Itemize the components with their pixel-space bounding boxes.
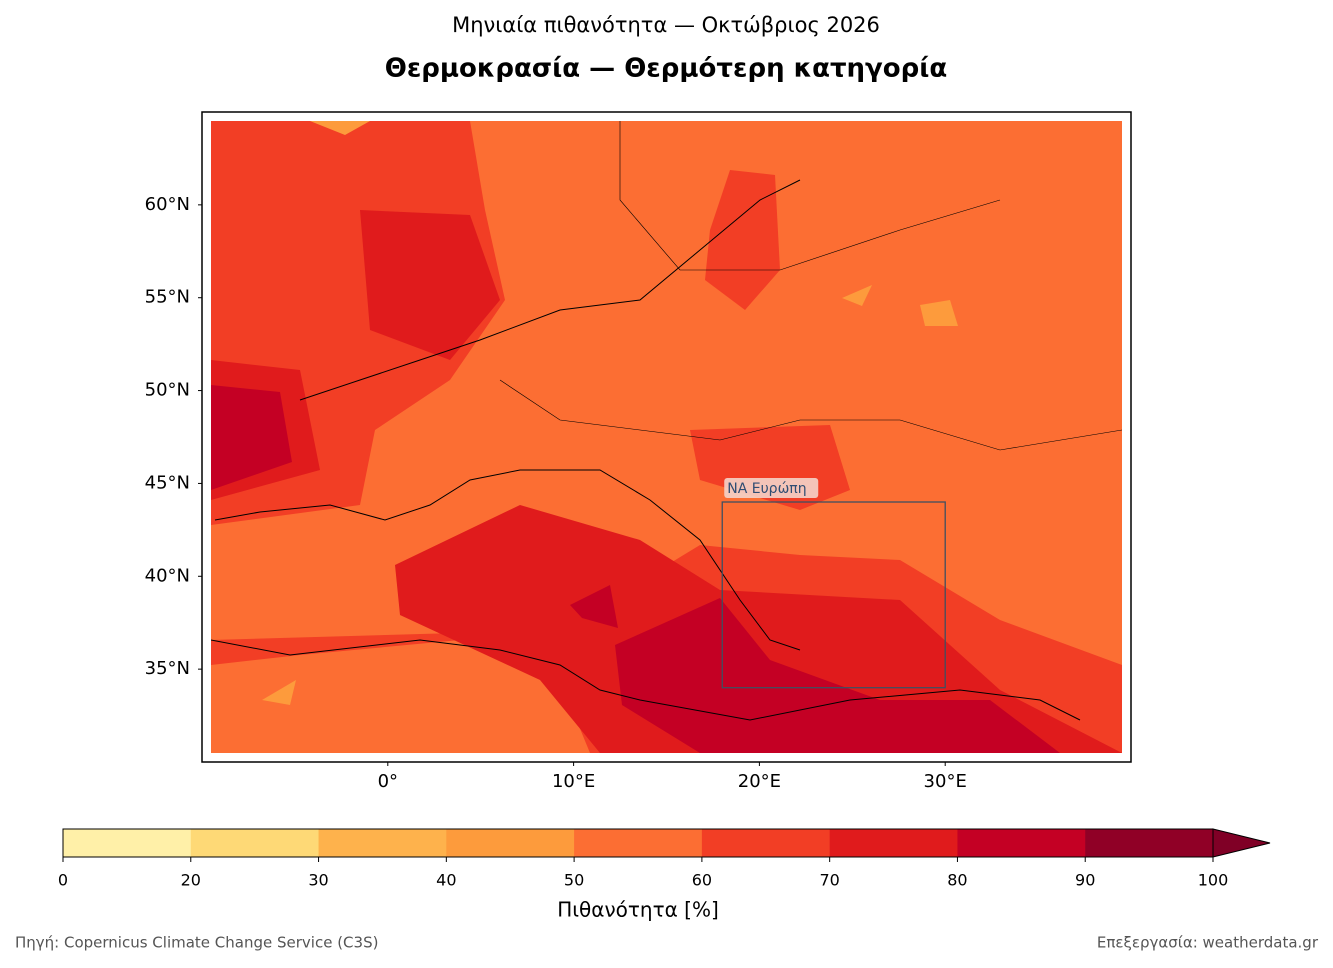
lat-tick-label: 45°N: [145, 472, 190, 493]
lat-tick-label: 35°N: [145, 658, 190, 679]
lat-tick-label: 60°N: [145, 194, 190, 215]
colorbar-tick-label: 40: [436, 871, 456, 890]
colorbar-segment: [1085, 829, 1214, 857]
lon-tick-label: 30°E: [924, 771, 967, 792]
title: Μηνιαία πιθανότητα — Οκτώβριος 2026: [452, 13, 880, 37]
colorbar-tick-label: 20: [181, 871, 201, 890]
colorbar-extension: [1212, 828, 1271, 858]
colorbar-tick-label: 90: [1075, 871, 1095, 890]
colorbar-segment: [701, 829, 831, 857]
colorbar-segment: [957, 829, 1086, 857]
colorbar-segment: [446, 829, 575, 857]
lat-tick-label: 55°N: [145, 287, 190, 308]
colorbar-segment: [829, 829, 958, 857]
lat-tick-label: 40°N: [145, 565, 190, 586]
colorbar-segment: [318, 829, 447, 857]
credit: Επεξεργασία: weatherdata.gr: [1097, 934, 1319, 952]
lat-tick-label: 50°N: [145, 380, 190, 401]
lon-tick-label: 20°E: [738, 771, 781, 792]
region-label: ΝΑ Ευρώπη: [727, 481, 806, 497]
colorbar-tick-label: 0: [58, 871, 68, 890]
source: Πηγή: Copernicus Climate Change Service …: [15, 934, 378, 952]
lon-tick-label: 0°: [378, 771, 398, 792]
colorbar-segment: [574, 829, 703, 857]
axes: 35°N 40°N 45°N 50°N 55°N 60°N 0° 10°E 20°E 30°E ΝΑ…: [145, 194, 967, 792]
colorbar-frame: [62, 828, 1214, 858]
colorbar-segment: [190, 829, 320, 857]
colorbar-tick-label: 60: [692, 871, 712, 890]
colorbar-tick-label: 50: [564, 871, 584, 890]
map-frame: [201, 111, 1132, 763]
probability-field: [211, 121, 1122, 753]
colorbar-segment: [63, 829, 192, 857]
region-box: [721, 501, 946, 689]
colorbar-tick-label: 80: [947, 871, 967, 890]
region-label-bg: [724, 478, 819, 498]
colorbar: 0 20 30 40 50 60 70 80 90 100: [58, 828, 1271, 890]
lon-tick-label: 10°E: [552, 771, 595, 792]
colorbar-label: Πιθανότητα [%]: [557, 898, 719, 922]
subtitle: Θερμοκρασία — Θερμότερη κατηγορία: [385, 54, 948, 84]
colorbar-tick-label: 70: [819, 871, 839, 890]
colorbar-tick-label: 100: [1198, 871, 1229, 890]
colorbar-tick-label: 30: [308, 871, 328, 890]
